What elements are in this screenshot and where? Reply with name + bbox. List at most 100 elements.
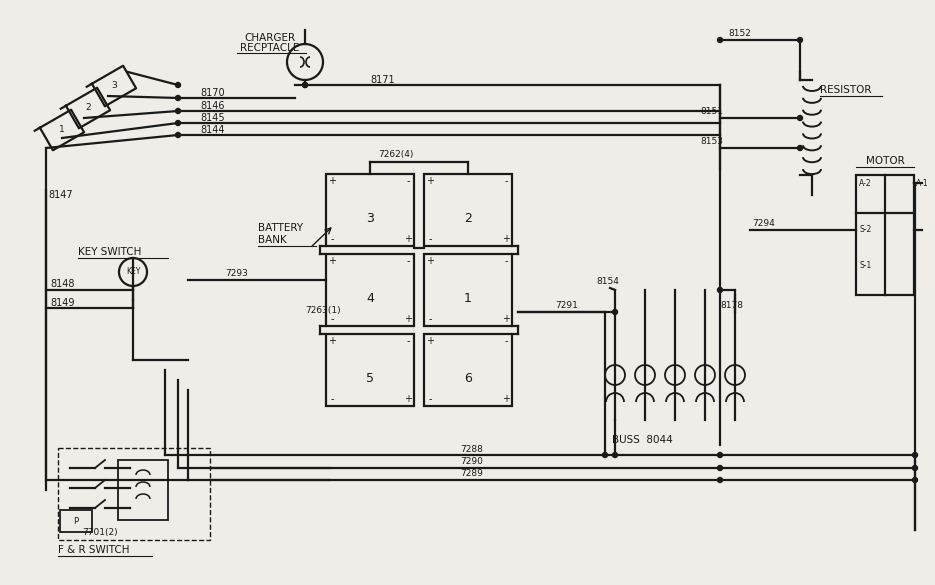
Text: -: - (504, 256, 508, 266)
Text: -: - (428, 314, 432, 324)
Text: KEY SWITCH: KEY SWITCH (78, 247, 141, 257)
Text: A-2: A-2 (859, 178, 871, 188)
Circle shape (303, 82, 308, 88)
Text: -: - (406, 176, 410, 186)
Text: 8154: 8154 (596, 277, 619, 287)
Text: 4: 4 (367, 291, 374, 305)
Text: 1: 1 (464, 291, 472, 305)
Bar (60, 510, 92, 532)
Text: 3: 3 (367, 212, 374, 225)
Text: 6: 6 (464, 371, 472, 384)
Text: 8145: 8145 (200, 113, 224, 123)
Text: +: + (404, 314, 412, 324)
Text: BATTERY: BATTERY (258, 223, 303, 233)
Text: S-2: S-2 (859, 225, 871, 235)
Text: +: + (502, 314, 510, 324)
Text: 8170: 8170 (200, 88, 224, 98)
Circle shape (176, 108, 180, 113)
Circle shape (798, 146, 802, 150)
Text: F & R SWITCH: F & R SWITCH (58, 545, 130, 555)
Text: P: P (74, 517, 79, 525)
Text: 1: 1 (59, 126, 65, 135)
Bar (118, 460, 168, 520)
Circle shape (717, 466, 723, 470)
Text: +: + (426, 336, 434, 346)
Circle shape (176, 132, 180, 137)
Text: 8149: 8149 (50, 298, 75, 308)
Circle shape (176, 121, 180, 126)
Text: +: + (328, 176, 336, 186)
Text: RECPTACLE: RECPTACLE (240, 43, 300, 53)
Bar (58, 448, 210, 540)
Text: -: - (330, 314, 334, 324)
Text: 8144: 8144 (200, 125, 224, 135)
Text: +: + (404, 234, 412, 244)
Circle shape (612, 309, 617, 315)
Text: 3: 3 (111, 81, 117, 91)
Text: 8151: 8151 (700, 108, 723, 116)
Bar (424, 334, 512, 406)
Text: 8178: 8178 (720, 301, 743, 309)
Text: 7293: 7293 (225, 270, 248, 278)
Bar (326, 254, 414, 326)
Text: MOTOR: MOTOR (866, 156, 904, 166)
Text: +: + (502, 234, 510, 244)
Circle shape (913, 466, 917, 470)
Circle shape (717, 477, 723, 483)
Text: -: - (330, 394, 334, 404)
Circle shape (798, 115, 802, 121)
Text: -: - (330, 234, 334, 244)
Text: A-1: A-1 (916, 178, 928, 188)
Text: BANK: BANK (258, 235, 287, 245)
Text: 8148: 8148 (50, 279, 75, 289)
Text: CHARGER: CHARGER (244, 33, 295, 43)
Text: 8147: 8147 (48, 190, 73, 200)
Text: -: - (428, 234, 432, 244)
Bar (424, 254, 512, 326)
Text: S-1: S-1 (859, 260, 871, 270)
Text: -: - (406, 256, 410, 266)
Bar (326, 174, 414, 246)
Text: 7289: 7289 (460, 470, 482, 479)
Text: -: - (504, 336, 508, 346)
Circle shape (913, 477, 917, 483)
Text: +: + (328, 256, 336, 266)
Text: +: + (426, 256, 434, 266)
Circle shape (176, 82, 180, 88)
Text: -: - (406, 336, 410, 346)
Circle shape (602, 453, 608, 457)
Text: -: - (428, 394, 432, 404)
Text: 7263(1): 7263(1) (305, 305, 340, 315)
Text: 8146: 8146 (200, 101, 224, 111)
Text: 5: 5 (366, 371, 374, 384)
Circle shape (717, 287, 723, 292)
Circle shape (176, 95, 180, 101)
Text: KEY: KEY (126, 267, 140, 277)
Text: 7290: 7290 (460, 457, 482, 466)
Circle shape (717, 37, 723, 43)
Text: +: + (404, 394, 412, 404)
Circle shape (913, 453, 917, 457)
Text: BUSS  8044: BUSS 8044 (612, 435, 673, 445)
Text: 7701(2): 7701(2) (82, 528, 118, 536)
Text: 7288: 7288 (460, 445, 482, 453)
Text: 7262(4): 7262(4) (378, 150, 413, 159)
Circle shape (303, 82, 308, 88)
Text: 8153: 8153 (700, 137, 723, 146)
Text: +: + (426, 176, 434, 186)
Text: 8171: 8171 (370, 75, 395, 85)
Text: 7294: 7294 (752, 219, 775, 229)
Bar (856, 175, 914, 295)
Text: +: + (502, 394, 510, 404)
Text: 2: 2 (85, 104, 91, 112)
Bar (326, 334, 414, 406)
Text: 8152: 8152 (728, 29, 751, 37)
Text: -: - (504, 176, 508, 186)
Circle shape (612, 453, 617, 457)
Text: 7291: 7291 (555, 301, 578, 311)
Circle shape (717, 453, 723, 457)
Text: RESISTOR: RESISTOR (820, 85, 871, 95)
Circle shape (798, 37, 802, 43)
Text: +: + (328, 336, 336, 346)
Text: 2: 2 (464, 212, 472, 225)
